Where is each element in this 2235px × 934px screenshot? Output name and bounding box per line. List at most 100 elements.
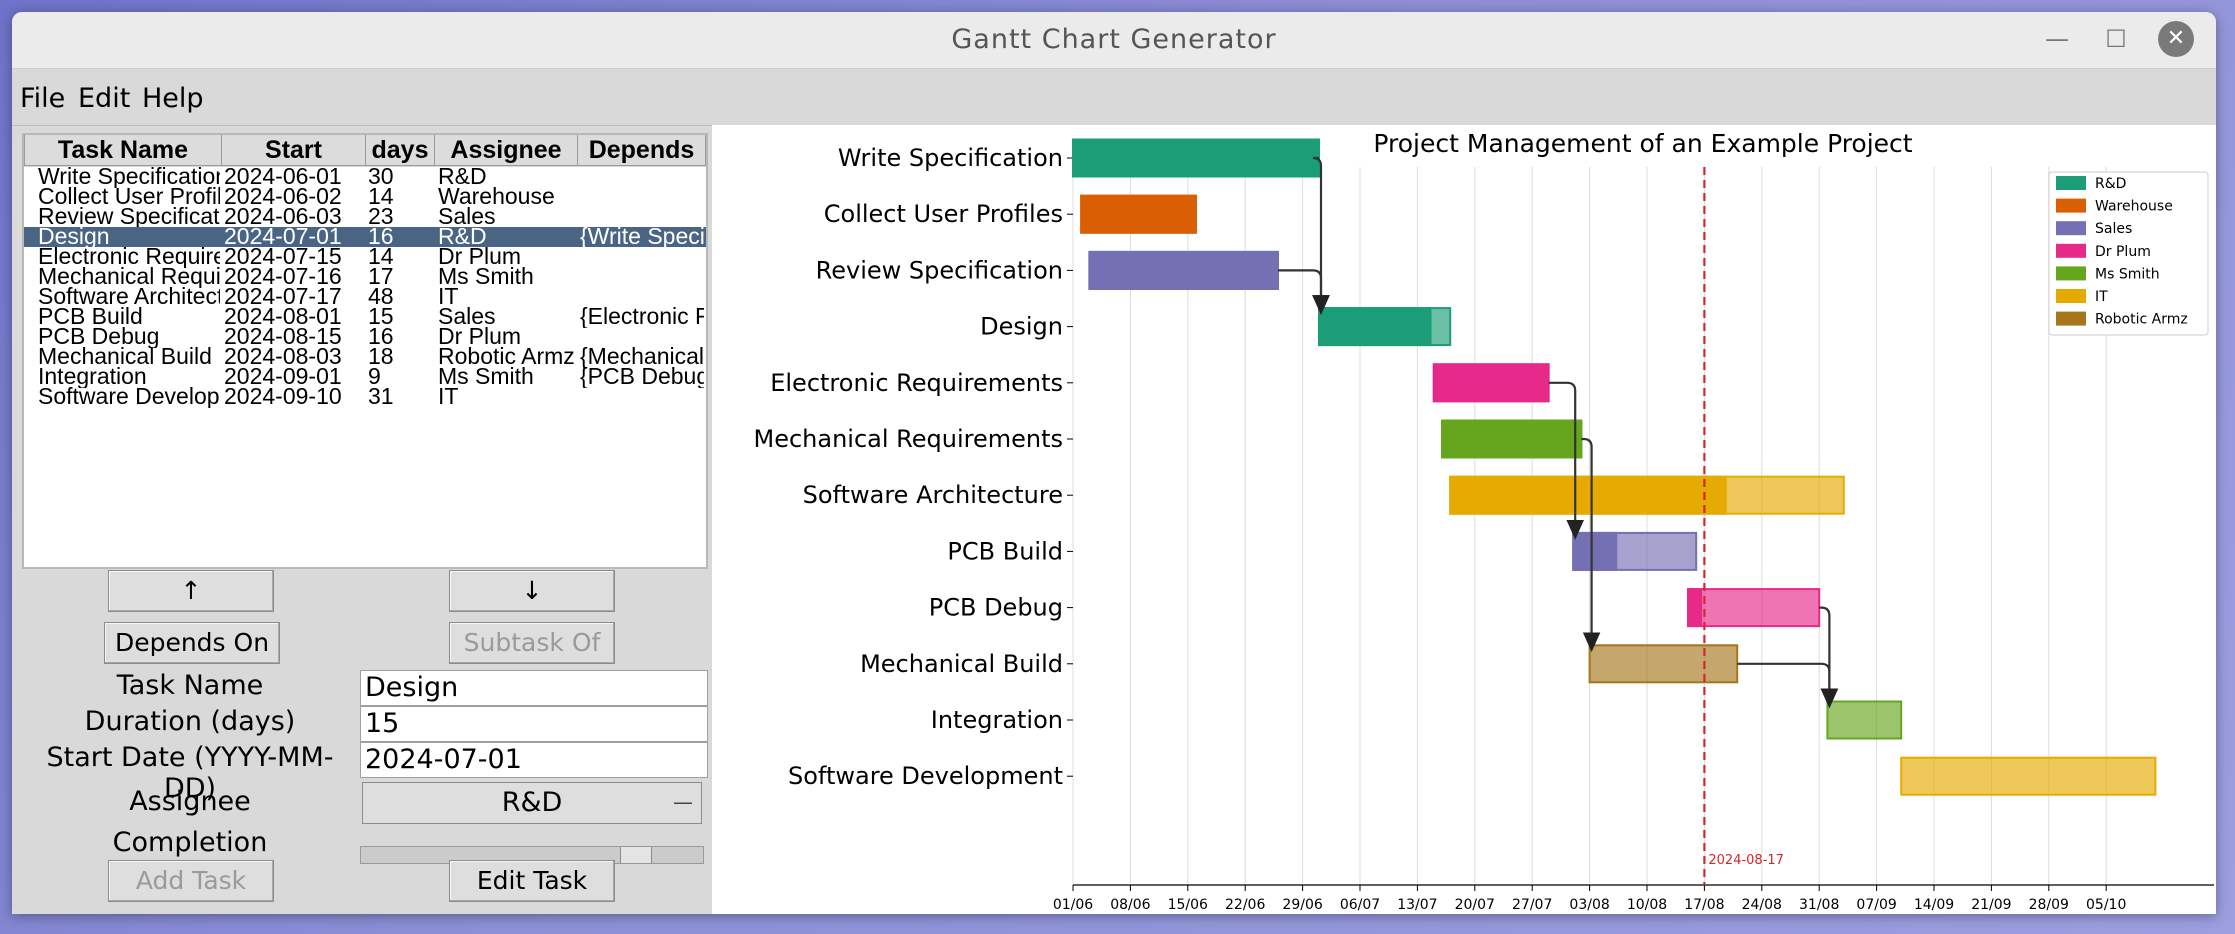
column-header-days[interactable]: days bbox=[365, 135, 435, 166]
dependency-arrow bbox=[1819, 606, 1839, 709]
task-label: Electronic Requirements bbox=[770, 369, 1063, 397]
chart-title: Project Management of an Example Project bbox=[1373, 129, 1912, 158]
task-list-cell: Mechanical Requirements bbox=[38, 264, 220, 288]
completion-label: Completion bbox=[112, 827, 268, 858]
task-list-cell: 2024-08-01 bbox=[224, 304, 342, 328]
menu-help[interactable]: Help bbox=[142, 83, 204, 114]
task-list-cell: 2024-07-16 bbox=[224, 264, 342, 288]
task-name-label: Task Name bbox=[116, 670, 264, 701]
today-label: 2024-08-17 bbox=[1708, 853, 1784, 868]
x-tick-label: 13/07 bbox=[1397, 897, 1437, 913]
task-list-row[interactable]: Software Architecture2024-07-17 48 IT bbox=[24, 284, 706, 308]
task-list-row[interactable]: Mechanical Requirements2024-07-16 17 Ms Sm… bbox=[24, 264, 706, 288]
task-label: Mechanical Build bbox=[860, 650, 1063, 678]
task-list-row[interactable]: Electronic Requirements2024-07-15 14 Dr Pl… bbox=[24, 244, 706, 268]
legend-swatch bbox=[2056, 243, 2086, 258]
task-list-row[interactable]: PCB Build 2024-08-01 15 Sales {Electronic Re… bbox=[24, 304, 706, 328]
x-tick-label: 03/08 bbox=[1569, 897, 1609, 913]
task-bar-progress bbox=[1432, 363, 1550, 403]
move-down-button[interactable]: ↓ bbox=[449, 570, 615, 612]
task-list-cell: Electronic Requirements bbox=[38, 244, 220, 268]
task-list-cell: {Electronic Requirements} bbox=[580, 304, 704, 328]
task-list-row[interactable]: Collect User Profiles2024-06-02 14 Warehou… bbox=[24, 184, 706, 208]
task-list-row[interactable]: PCB Debug 2024-08-15 16 Dr Plum bbox=[24, 324, 706, 348]
task-list-cell: IT bbox=[438, 284, 459, 308]
task-bar-progress bbox=[1072, 138, 1320, 178]
task-list-cell: 2024-08-15 bbox=[224, 324, 342, 348]
task-list-cell: {Mechanical Requirements} bbox=[580, 344, 704, 368]
task-list-cell: Integration bbox=[38, 364, 147, 388]
column-header-depends[interactable]: Depends bbox=[577, 135, 706, 166]
x-tick-label: 01/06 bbox=[1053, 897, 1093, 913]
move-up-button[interactable]: ↑ bbox=[108, 570, 274, 612]
assignee-label: Assignee bbox=[129, 786, 251, 817]
task-list-cell: 48 bbox=[368, 284, 394, 308]
legend-label: Sales bbox=[2095, 221, 2132, 237]
legend-label: R&D bbox=[2095, 176, 2126, 192]
x-tick-label: 10/08 bbox=[1627, 897, 1667, 913]
start-date-input[interactable]: 2024-07-01 bbox=[360, 742, 708, 778]
task-list-header: Task Name Start days Assignee Depends bbox=[24, 135, 706, 167]
task-label: Collect User Profiles bbox=[824, 200, 1063, 228]
task-label: Software Development bbox=[788, 762, 1063, 790]
x-tick-label: 15/06 bbox=[1168, 897, 1208, 913]
task-list-row[interactable]: Write Specification 2024-06-01 30 R&D bbox=[24, 164, 706, 188]
x-tick-label: 21/09 bbox=[1971, 897, 2011, 913]
task-list-cell: 2024-06-01 bbox=[224, 164, 342, 188]
task-list-row[interactable]: Integration 2024-09-01 9 Ms Smith {PCB Debug… bbox=[24, 364, 706, 388]
title-bar: Gantt Chart Generator — ☐ ✕ bbox=[12, 12, 2216, 69]
add-task-button[interactable]: Add Task bbox=[108, 860, 274, 902]
task-list-cell: Write Specification bbox=[38, 164, 220, 188]
subtask-of-button[interactable]: Subtask Of bbox=[449, 622, 615, 664]
task-list-cell: 17 bbox=[368, 264, 394, 288]
task-list-cell: Mechanical Build bbox=[38, 344, 212, 368]
task-list[interactable]: Task Name Start days Assignee Depends Wr… bbox=[22, 133, 708, 569]
minimize-icon[interactable]: — bbox=[2045, 25, 2069, 53]
maximize-icon[interactable]: ☐ bbox=[2105, 25, 2127, 53]
task-list-cell: 2024-07-17 bbox=[224, 284, 342, 308]
completion-slider-handle[interactable] bbox=[620, 847, 652, 863]
x-tick-label: 24/08 bbox=[1742, 897, 1782, 913]
legend-label: Warehouse bbox=[2095, 199, 2173, 215]
menu-edit[interactable]: Edit bbox=[78, 83, 131, 114]
task-list-cell: 2024-09-01 bbox=[224, 364, 342, 388]
task-list-cell: 2024-08-03 bbox=[224, 344, 342, 368]
edit-task-button[interactable]: Edit Task bbox=[449, 860, 615, 902]
task-list-cell: 2024-06-02 bbox=[224, 184, 342, 208]
dropdown-indicator-icon: — bbox=[673, 790, 693, 814]
task-list-cell: Software Architecture bbox=[38, 284, 220, 308]
task-label: Mechanical Requirements bbox=[753, 425, 1063, 453]
depends-on-button[interactable]: Depends On bbox=[104, 622, 280, 664]
legend-box bbox=[2048, 171, 2209, 336]
task-list-cell: Warehouse bbox=[438, 184, 555, 208]
x-tick-label: 14/09 bbox=[1914, 897, 1954, 913]
task-label: Integration bbox=[931, 706, 1063, 734]
column-header-assignee[interactable]: Assignee bbox=[434, 135, 578, 166]
assignee-select[interactable]: R&D — bbox=[362, 782, 702, 824]
column-header-start[interactable]: Start bbox=[221, 135, 366, 166]
start-date-label: Start Date (YYYY-MM-DD) bbox=[46, 742, 334, 804]
task-label: Software Architecture bbox=[803, 481, 1063, 509]
duration-input[interactable]: 15 bbox=[360, 706, 708, 742]
task-list-cell: Review Specification bbox=[38, 204, 220, 228]
x-tick-label: 07/09 bbox=[1856, 897, 1896, 913]
gantt-chart: Project Management of an Example Project… bbox=[753, 129, 2214, 913]
menu-file[interactable]: File bbox=[20, 83, 66, 114]
x-tick-label: 20/07 bbox=[1455, 897, 1495, 913]
task-list-cell: Robotic Armz bbox=[438, 344, 575, 368]
task-list-cell: Collect User Profiles bbox=[38, 184, 220, 208]
close-icon[interactable]: ✕ bbox=[2158, 21, 2194, 57]
dependency-arrow bbox=[1278, 269, 1330, 315]
task-name-input[interactable]: Design bbox=[360, 670, 708, 706]
task-list-cell: Ms Smith bbox=[438, 264, 534, 288]
dependency-arrow bbox=[1548, 381, 1584, 540]
x-tick-label: 31/08 bbox=[1799, 897, 1839, 913]
task-list-row[interactable]: Mechanical Build 2024-08-03 18 Robotic Armz… bbox=[24, 344, 706, 368]
assignee-value: R&D bbox=[501, 787, 563, 818]
task-bar bbox=[1900, 756, 2157, 796]
column-header-task-name[interactable]: Task Name bbox=[24, 135, 222, 166]
task-list-row[interactable]: Design 2024-07-01 16 R&D {Write Specificatio… bbox=[24, 224, 706, 248]
task-list-cell: 2024-06-03 bbox=[224, 204, 342, 228]
